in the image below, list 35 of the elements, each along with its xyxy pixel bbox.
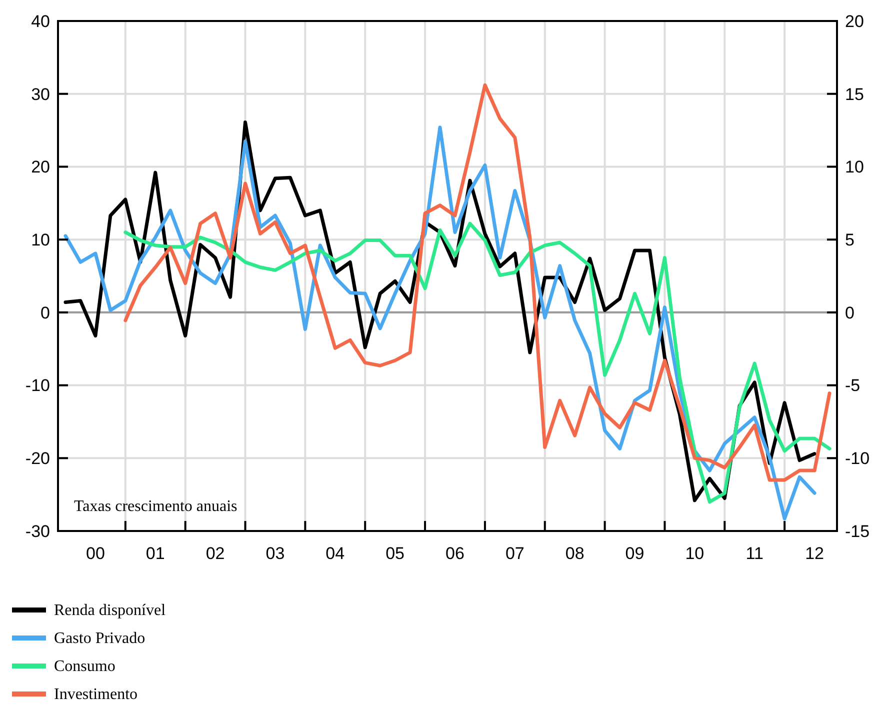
x-tick-label: 04 bbox=[326, 544, 345, 563]
y-tick-label: -30 bbox=[25, 522, 50, 541]
x-tick-label: 02 bbox=[206, 544, 225, 563]
y-tick-label: 0 bbox=[40, 303, 50, 322]
x-tick-label: 03 bbox=[266, 544, 285, 563]
y-tick-label: 20 bbox=[31, 158, 50, 177]
y2-tick-label: 5 bbox=[845, 230, 854, 250]
y-tick-label: 30 bbox=[31, 84, 50, 104]
x-tick-label: 01 bbox=[146, 544, 165, 563]
x-tick-label: 08 bbox=[565, 544, 584, 563]
x-tick-label: 05 bbox=[386, 544, 405, 563]
annotation: Taxas crescimento anuais bbox=[74, 498, 238, 515]
x-tick-label: 11 bbox=[746, 544, 764, 563]
y-tick-label: 40 bbox=[31, 12, 50, 31]
legend-label: Consumo bbox=[54, 658, 116, 675]
legend-label: Investimento bbox=[54, 686, 138, 703]
x-tick-label: 12 bbox=[805, 544, 824, 563]
y-tick-label: -10 bbox=[25, 376, 50, 396]
x-tick-label: 10 bbox=[685, 544, 704, 563]
x-tick-label: 06 bbox=[446, 544, 464, 563]
x-tick-label: 07 bbox=[505, 544, 524, 563]
y2-tick-label: -10 bbox=[845, 449, 870, 468]
y-tick-label: 10 bbox=[31, 230, 50, 250]
y2-tick-label: -5 bbox=[845, 376, 860, 396]
y2-tick-label: 10 bbox=[845, 158, 864, 177]
x-tick-label: 00 bbox=[86, 544, 105, 563]
y2-tick-label: 0 bbox=[845, 303, 854, 322]
line-series bbox=[124, 83, 832, 482]
y-tick-label: -20 bbox=[25, 449, 50, 468]
y2-tick-label: 15 bbox=[845, 84, 864, 104]
legend-label: Renda disponível bbox=[54, 602, 166, 619]
x-tick-label: 09 bbox=[625, 544, 644, 563]
y2-tick-label: -15 bbox=[845, 522, 870, 541]
legend-label: Gasto Privado bbox=[54, 630, 146, 647]
y2-tick-label: 20 bbox=[845, 12, 864, 31]
